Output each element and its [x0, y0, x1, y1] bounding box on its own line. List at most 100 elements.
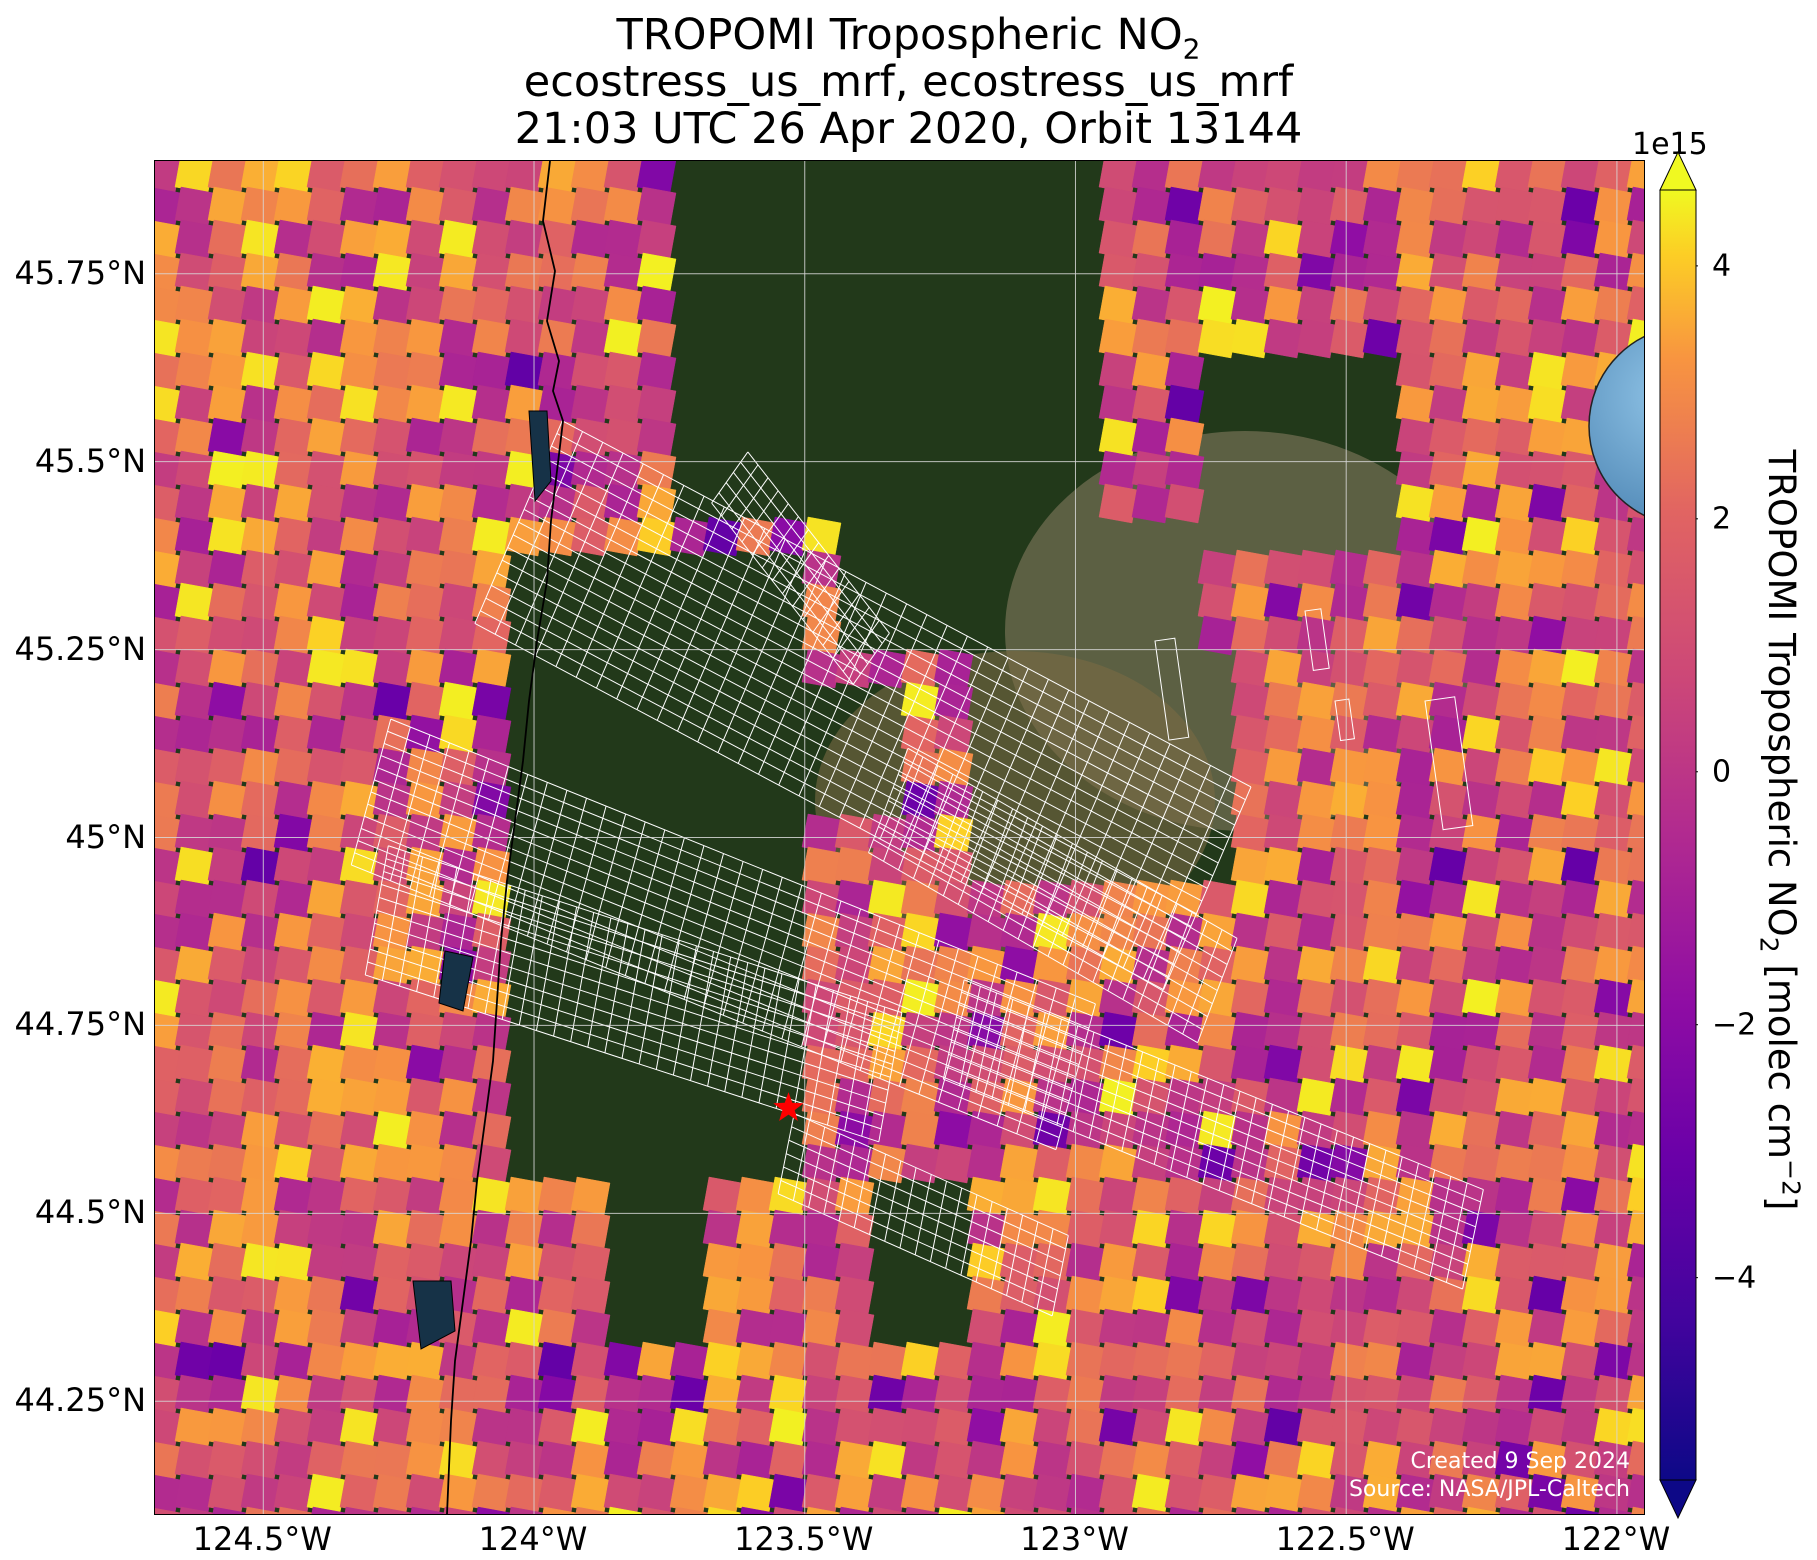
footprint-line — [360, 828, 1066, 1114]
globe-icon — [1588, 335, 1644, 517]
no2-pixel — [1334, 1506, 1370, 1514]
no2-pixel — [542, 1506, 578, 1514]
colorbar-extend-max — [1659, 150, 1697, 191]
footprint-line — [387, 730, 1093, 1017]
no2-pixel — [1565, 1506, 1601, 1514]
footprint-line — [529, 496, 1219, 864]
colorbar-tickmarks — [1696, 265, 1698, 1279]
footprint-line — [491, 585, 1181, 953]
no2-pixel — [1164, 483, 1205, 524]
no2-pixel — [1329, 318, 1370, 359]
footprint-line — [812, 581, 850, 633]
no2-pixel — [1400, 1506, 1436, 1514]
footprint-line — [721, 464, 759, 517]
no2-pixel — [1230, 318, 1271, 359]
no2-pixel — [806, 1506, 842, 1514]
map-canvas[interactable] — [155, 161, 1644, 1514]
no2-pixel — [212, 1506, 248, 1514]
bay-water — [528, 410, 552, 503]
no2-pixel — [938, 1506, 974, 1514]
footprint-line — [377, 767, 1083, 1053]
no2-pixel — [1626, 879, 1644, 917]
no2-pixel — [1367, 1506, 1403, 1514]
footprint-line — [385, 858, 900, 1027]
no2-pixel — [1136, 1506, 1172, 1514]
red-star-icon — [773, 1092, 804, 1121]
footprint-line — [873, 839, 1203, 1031]
footprint-line — [364, 815, 1070, 1102]
footprint-line — [785, 1153, 1061, 1277]
footprint-line — [953, 1029, 1474, 1240]
no2-pixel — [1626, 681, 1644, 719]
no2-pixel — [1263, 318, 1304, 359]
footprint-line — [751, 503, 789, 556]
no2-pixel — [1626, 1473, 1644, 1511]
no2-pixel — [443, 1506, 479, 1514]
footprint-line — [370, 791, 1076, 1078]
colorbar — [1659, 150, 1698, 1520]
footprint-line — [943, 1078, 1463, 1290]
no2-pixel — [476, 1506, 512, 1514]
footprint-line — [731, 477, 769, 530]
no2-pixel — [1626, 1110, 1644, 1148]
no2-pixel — [1626, 780, 1644, 818]
footprint-line — [783, 1166, 1058, 1290]
footprint-line — [963, 979, 1484, 1190]
footprint-line — [545, 458, 1235, 826]
y-tick-label: 44.75°N — [14, 1005, 146, 1044]
footprint-patch — [1424, 696, 1474, 831]
colorbar-exponent: 1e15 — [1632, 127, 1708, 162]
no2-pixel — [1301, 1506, 1337, 1514]
footprint-line — [480, 610, 1170, 978]
no2-pixel — [1626, 1275, 1644, 1313]
footprint-line — [771, 529, 809, 581]
footprint-line — [907, 747, 1238, 939]
no2-pixel — [1296, 318, 1337, 359]
footprint-line — [780, 1179, 1056, 1303]
no2-pixel — [1202, 1506, 1238, 1514]
no2-pixel — [971, 1506, 1007, 1514]
footprint-line — [518, 521, 1208, 889]
footprint-line — [551, 445, 1241, 813]
footprint-line — [958, 1004, 1479, 1215]
no2-pixel — [179, 1506, 215, 1514]
no2-pixel — [1626, 252, 1644, 290]
no2-pixel — [1626, 219, 1644, 257]
globe-locator-inset — [1587, 324, 1644, 528]
no2-pixel — [603, 516, 644, 557]
no2-pixel — [933, 1143, 974, 1184]
no2-pixel — [674, 1506, 710, 1514]
footprint-line — [512, 534, 1203, 902]
graticule — [155, 161, 1644, 1514]
no2-pixel — [608, 1506, 644, 1514]
footprint-line — [950, 1041, 1471, 1253]
footprint-line — [501, 559, 1192, 927]
x-tick-label: 124.5°W — [192, 1520, 332, 1558]
no2-pixel — [1235, 1506, 1271, 1514]
footprint-line — [711, 502, 854, 685]
no2-pixel — [1268, 1506, 1304, 1514]
footprint-line — [732, 472, 876, 654]
map-panel[interactable]: Created 9 Sep 2024 Source: NASA/JPL-Calt… — [154, 160, 1645, 1515]
no2-pixel — [1626, 1242, 1644, 1280]
footprint-line — [740, 461, 883, 644]
no2-pixel — [278, 1506, 314, 1514]
no2-pixel — [1626, 1077, 1644, 1115]
no2-pixel — [1626, 1044, 1644, 1082]
footprint-line — [892, 787, 1223, 978]
no2-pixel — [1626, 813, 1644, 851]
footprint-line — [794, 1112, 1069, 1236]
footprint-line — [374, 779, 1080, 1066]
no2-pixel — [1197, 615, 1238, 656]
coastline-path — [446, 161, 564, 1514]
footprint-line — [388, 845, 903, 1014]
footprint-line — [788, 1139, 1064, 1263]
footprint-line — [792, 555, 830, 607]
x-tick-label: 122°W — [1561, 1520, 1671, 1558]
footprint-line — [474, 623, 1164, 991]
no2-pixel — [1626, 615, 1644, 653]
y-tick-label: 45.25°N — [14, 629, 146, 668]
colorbar-tick-label: 2 — [1712, 501, 1732, 537]
no2-pixel — [1626, 549, 1644, 587]
footprint-patch — [1304, 608, 1330, 671]
